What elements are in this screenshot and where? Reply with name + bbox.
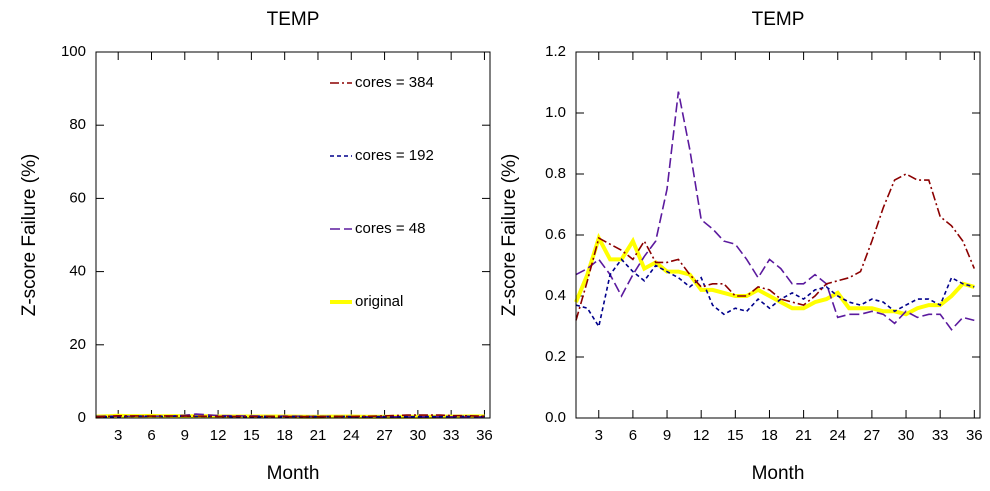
y-tick-label: 20 <box>69 336 86 353</box>
x-axis-label: Month <box>267 463 320 484</box>
x-tick-label: 33 <box>443 427 460 444</box>
y-tick-label: 40 <box>69 263 86 280</box>
x-tick-label: 30 <box>898 427 915 444</box>
x-tick-label: 9 <box>181 427 189 444</box>
y-axis-label: Z-score Failure (%) <box>499 154 520 317</box>
x-tick-label: 15 <box>243 427 260 444</box>
x-tick-label: 3 <box>114 427 122 444</box>
y-tick-label: 60 <box>69 189 86 206</box>
x-tick-label: 3 <box>595 427 603 444</box>
plot-frame <box>575 51 981 419</box>
series-line <box>95 414 485 418</box>
legend-label: cores = 192 <box>355 147 434 164</box>
x-tick-label: 27 <box>864 427 881 444</box>
series-line <box>575 258 975 329</box>
legend-label: cores = 384 <box>355 74 434 91</box>
y-tick-label: 1.2 <box>545 43 566 60</box>
y-tick-label: 1.0 <box>545 104 566 121</box>
x-tick-label: 24 <box>343 427 360 444</box>
x-axis-label: Month <box>752 463 805 484</box>
x-tick-label: 15 <box>727 427 744 444</box>
y-tick-label: 0.0 <box>545 409 566 426</box>
y-tick-label: 0 <box>78 409 86 426</box>
x-tick-label: 24 <box>829 427 846 444</box>
x-tick-label: 6 <box>629 427 637 444</box>
y-tick-label: 100 <box>61 43 86 60</box>
x-tick-label: 36 <box>966 427 983 444</box>
chart-title: TEMP <box>752 9 805 30</box>
x-tick-label: 18 <box>761 427 778 444</box>
x-tick-label: 12 <box>210 427 227 444</box>
chart-title: TEMP <box>267 9 320 30</box>
plot-frame <box>95 51 491 419</box>
x-tick-label: 12 <box>693 427 710 444</box>
x-tick-label: 9 <box>663 427 671 444</box>
x-tick-label: 21 <box>795 427 812 444</box>
y-tick-label: 0.8 <box>545 165 566 182</box>
x-tick-label: 18 <box>276 427 293 444</box>
y-tick-label: 0.4 <box>545 287 566 304</box>
y-tick-label: 80 <box>69 116 86 133</box>
series-line <box>575 173 976 321</box>
series-line <box>575 91 975 331</box>
y-tick-label: 0.2 <box>545 348 566 365</box>
legend-label: original <box>355 293 403 310</box>
x-tick-label: 21 <box>310 427 327 444</box>
x-tick-label: 36 <box>476 427 493 444</box>
legend-label: cores = 48 <box>355 220 425 237</box>
y-axis-label: Z-score Failure (%) <box>19 154 40 317</box>
y-tick-label: 0.6 <box>545 226 566 243</box>
series-line <box>574 232 975 317</box>
x-tick-label: 33 <box>932 427 949 444</box>
x-tick-label: 27 <box>376 427 393 444</box>
x-tick-label: 30 <box>410 427 427 444</box>
x-tick-label: 6 <box>147 427 155 444</box>
